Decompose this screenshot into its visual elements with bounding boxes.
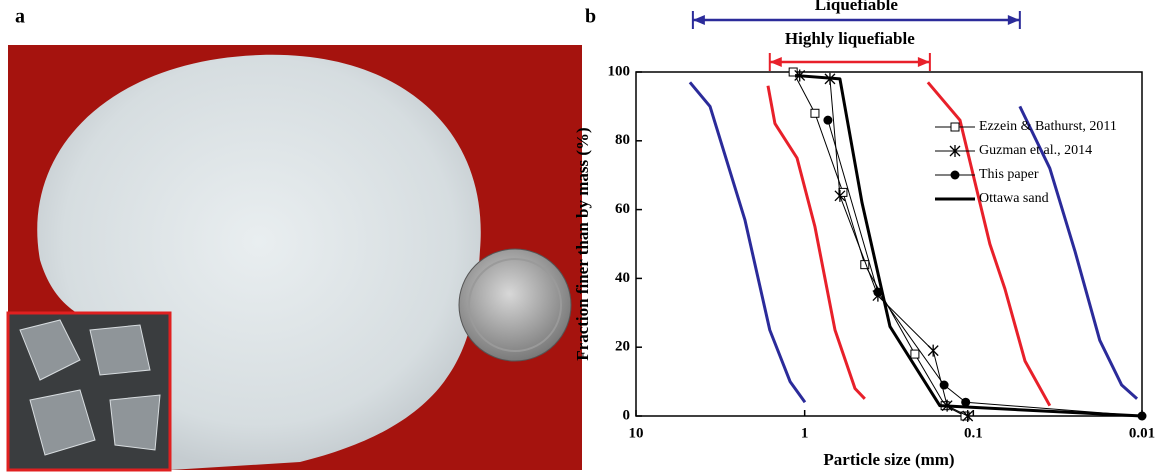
y-axis-label: Fraction finer than by mass (%) <box>573 127 592 360</box>
marker <box>940 381 949 390</box>
x-tick-label: 10 <box>629 425 644 441</box>
y-tick-label: 80 <box>615 132 630 148</box>
marker <box>928 345 938 357</box>
y-tick-label: 100 <box>608 63 631 79</box>
arrow-head <box>918 57 930 67</box>
annotation: Highly liquefiable <box>785 29 915 48</box>
marker <box>911 350 919 358</box>
sand-photo <box>8 45 582 470</box>
x-tick-label: 1 <box>801 425 809 441</box>
panel-label: a <box>15 6 25 28</box>
y-tick-label: 20 <box>615 339 630 355</box>
x-axis-label: Particle size (mm) <box>823 450 954 469</box>
arrow-head <box>693 15 705 25</box>
legend-label: Ezzein & Bathurst, 2011 <box>979 119 1117 134</box>
legend-label: Ottawa sand <box>979 191 1049 206</box>
y-tick-label: 0 <box>623 407 631 423</box>
y-tick-label: 40 <box>615 270 630 286</box>
annotation: Liquefiable <box>815 0 899 14</box>
coin <box>459 249 571 361</box>
panel-label: b <box>585 6 596 28</box>
marker <box>823 116 832 125</box>
legend-marker <box>951 171 960 180</box>
y-tick-label: 60 <box>615 201 630 217</box>
marker <box>811 109 819 117</box>
series-line <box>690 82 805 402</box>
figure: a b 0 20 40 60 80 100 10 1 0.1 0.01 Particle size … <box>0 0 1163 472</box>
series-line <box>828 120 1142 416</box>
legend-label: Guzman et al., 2014 <box>979 143 1092 158</box>
x-tick-label: 0.1 <box>964 425 983 441</box>
x-tick-label: 0.01 <box>1129 425 1155 441</box>
arrow-head <box>770 57 782 67</box>
arrow-head <box>1008 15 1020 25</box>
legend-marker <box>951 123 959 131</box>
legend-label: This paper <box>979 167 1039 182</box>
